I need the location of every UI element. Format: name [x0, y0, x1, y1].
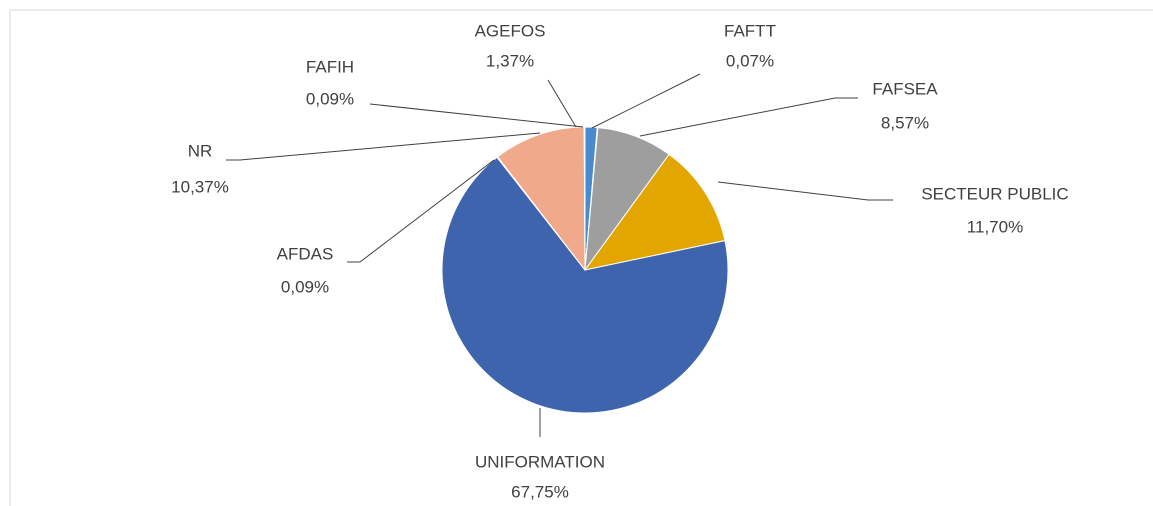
slice-value-label: 0,09% — [281, 277, 329, 296]
chart-frame — [9, 9, 1153, 506]
slice-label: FAFIH — [306, 57, 354, 76]
pie-slice — [441, 156, 729, 414]
slice-label: AFDAS — [277, 244, 334, 263]
slice-value-label: 11,70% — [967, 217, 1023, 236]
slice-value-label: 1,37% — [486, 51, 534, 70]
slice-label: SECTEUR PUBLIC — [921, 184, 1068, 203]
slice-label: AGEFOS — [475, 21, 546, 40]
pie-slice — [583, 126, 586, 271]
slice-label: NR — [188, 141, 213, 160]
slice-label: FAFTT — [724, 21, 776, 40]
leader-line — [369, 103, 584, 128]
slice-value-label: 67,75% — [511, 482, 569, 501]
slice-label: FAFSEA — [872, 79, 938, 98]
slice-value-label: 8,57% — [881, 113, 929, 132]
slice-value-label: 0,09% — [306, 89, 354, 108]
leader-line — [639, 97, 858, 137]
leader-line — [591, 73, 701, 129]
slice-value-label: 10,37% — [171, 177, 229, 196]
pie-slice — [583, 153, 726, 271]
leader-line — [717, 181, 893, 201]
leader-line — [547, 79, 577, 128]
leader-line — [226, 132, 541, 161]
leader-line — [347, 159, 495, 263]
slice-value-label: 0,07% — [726, 51, 774, 70]
slice-label: UNIFORMATION — [475, 452, 605, 471]
